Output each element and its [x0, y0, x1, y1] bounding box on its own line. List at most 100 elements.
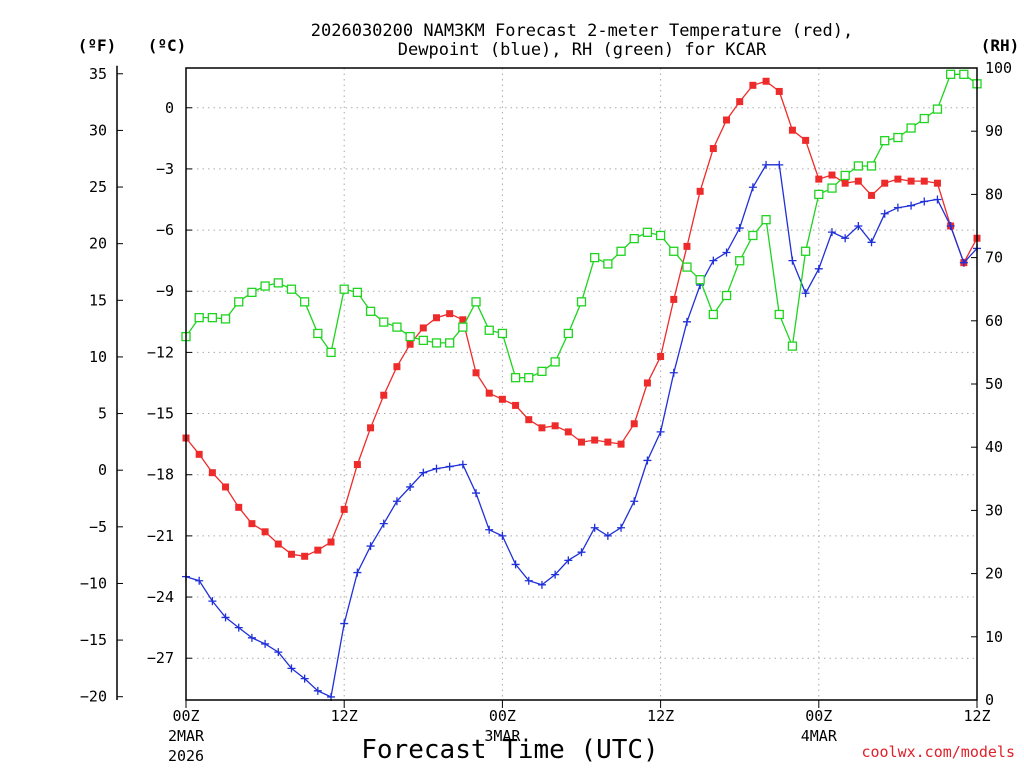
y-axis-label-fahrenheit: (ºF)	[78, 36, 117, 55]
rh-tick-label: 90	[985, 122, 1003, 140]
temperature-point	[670, 295, 678, 303]
dewpoint-point	[234, 623, 243, 632]
dewpoint-point	[208, 597, 217, 606]
dewpoint-point	[537, 580, 546, 589]
celsius-tick-label: −3	[156, 160, 174, 178]
rh-point	[510, 373, 521, 383]
x-tick-label: 12Z	[963, 707, 990, 725]
temperature-point	[894, 175, 902, 183]
rh-point	[576, 297, 587, 307]
rh-point	[919, 113, 929, 124]
dewpoint-point	[893, 203, 902, 212]
dewpoint-point	[814, 264, 823, 273]
dewpoint-point	[880, 209, 889, 218]
dewpoint-point	[801, 289, 810, 298]
rh-point	[906, 123, 916, 133]
rh-point	[880, 136, 890, 146]
series-layer	[181, 69, 982, 701]
rh-point	[524, 373, 534, 383]
rh-point	[721, 290, 732, 301]
fahrenheit-tick-label: −15	[80, 631, 107, 649]
fahrenheit-tick-label: −5	[89, 518, 107, 536]
temperature-point	[498, 395, 506, 403]
temperature-point	[617, 440, 625, 448]
temperature-point	[367, 424, 375, 432]
rh-point	[590, 252, 600, 263]
dewpoint-point	[274, 648, 283, 657]
dewpoint-point	[788, 256, 797, 265]
temperature-point	[512, 401, 520, 409]
chart-title-line2: Dewpoint (blue), RH (green) for KCAR	[398, 40, 767, 60]
rh-point	[603, 259, 613, 269]
fahrenheit-tick-label: 5	[98, 405, 107, 423]
rh-point	[774, 309, 784, 320]
temperature-point	[854, 177, 862, 185]
rh-point	[379, 317, 389, 327]
dewpoint-point	[353, 568, 362, 577]
dewpoint-point	[195, 576, 204, 585]
dewpoint-point	[775, 160, 784, 169]
temperature-point	[578, 438, 585, 446]
rh-point	[893, 132, 903, 143]
dewpoint-point	[406, 482, 415, 491]
temperature-point	[301, 552, 309, 560]
fahrenheit-tick-label: 0	[98, 461, 107, 479]
dewpoint-point	[669, 368, 678, 377]
temperature-point	[261, 528, 269, 536]
dewpoint-point	[472, 489, 481, 498]
rh-point	[299, 297, 310, 307]
rh-point	[405, 331, 415, 342]
celsius-tick-label: −27	[147, 649, 174, 667]
x-tick-label: 00Z	[489, 707, 516, 725]
rh-point	[827, 183, 837, 193]
temperature-point	[327, 538, 335, 546]
dewpoint-point	[722, 248, 731, 257]
fahrenheit-tick-label: 15	[89, 291, 107, 309]
temperature-point	[709, 145, 717, 153]
dewpoint-point	[630, 497, 639, 506]
rh-tick-label: 60	[985, 312, 1003, 330]
rh-point	[286, 284, 297, 294]
temperature-point	[472, 369, 480, 377]
x-tick-label: 12Z	[331, 707, 358, 725]
dewpoint-point	[551, 570, 560, 579]
temperature-point	[274, 540, 282, 548]
temperature-point	[432, 314, 440, 322]
dewpoint-point	[221, 613, 230, 622]
fahrenheit-tick-label: 35	[89, 65, 107, 83]
temperature-point	[195, 450, 203, 458]
x-axis-title: Forecast Time (UTC)	[361, 735, 658, 765]
dewpoint-point	[920, 197, 929, 206]
rh-tick-label: 30	[985, 501, 1003, 519]
chart-title-line1: 2026030200 NAM3KM Forecast 2-meter Tempe…	[311, 21, 853, 41]
celsius-tick-label: −6	[156, 221, 174, 239]
dewpoint-point	[366, 542, 375, 551]
temperature-point	[762, 77, 770, 85]
dewpoint-point	[946, 222, 955, 230]
rh-point	[616, 246, 626, 256]
rh-tick-label: 80	[985, 185, 1003, 203]
dewpoint-point	[340, 619, 349, 628]
rh-point	[273, 278, 283, 288]
temperature-point	[841, 179, 849, 187]
rh-point	[840, 170, 850, 181]
temperature-point	[696, 187, 704, 195]
rh-point	[339, 284, 349, 294]
rh-point	[748, 230, 758, 241]
celsius-tick-label: −9	[156, 282, 174, 300]
rh-point	[563, 328, 573, 339]
fahrenheit-tick-label: 10	[89, 348, 107, 366]
dewpoint-point	[682, 317, 691, 326]
x-tick-label: 00Z	[172, 707, 199, 725]
rh-point	[260, 281, 270, 291]
dewpoint-point	[854, 222, 863, 230]
x-tick-date: 2MAR	[168, 727, 205, 745]
temperature-point	[868, 191, 876, 199]
dewpoint-point	[261, 639, 270, 648]
rh-point	[800, 246, 811, 256]
temperature-point	[235, 503, 243, 511]
temperature-point	[749, 81, 757, 89]
rh-point	[853, 161, 863, 171]
rh-point	[945, 69, 956, 79]
rh-point	[484, 325, 494, 335]
